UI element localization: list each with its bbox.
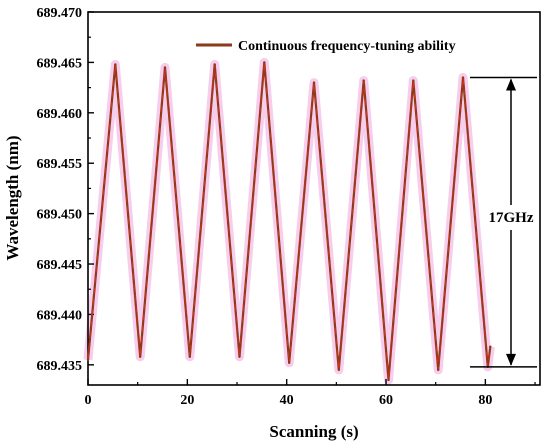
series-halo [83,57,495,385]
y-tick-label: 689.445 [37,258,83,273]
data-point [188,355,192,358]
data-point [114,63,117,66]
data-point [436,368,440,372]
series-halo-line [83,57,495,385]
data-point [287,361,291,365]
x-tick-label: 80 [478,393,492,408]
y-tick-label: 689.470 [37,6,83,21]
annotation: 17GHz [470,76,537,368]
data-point [387,378,390,382]
y-tick-label: 689.465 [37,56,83,71]
ticks: 0 20 40 60 80 689.435 689.440 689.445 689.450 689… [37,6,536,408]
data-point [263,61,266,64]
x-tick-label: 20 [180,393,194,408]
y-tick-label: 689.450 [37,208,83,223]
x-axis-title: Scanning (s) [269,422,358,441]
legend-label: Continuous frequency-tuning ability [238,39,456,54]
y-tick-label: 689.440 [37,308,83,323]
arrow-up-icon [506,78,516,91]
y-axis-title: Wavelength (nm) [3,135,22,260]
annotation-label: 17GHz [489,210,534,226]
data-point [138,355,142,358]
data-point [312,81,316,84]
data-point [461,76,465,79]
series-line [86,62,492,381]
y-tick-label: 689.460 [37,107,83,122]
data-point [489,345,492,348]
data-point [213,63,216,66]
arrow-down-icon [506,353,516,366]
data-point [238,355,241,358]
x-tick-label: 60 [379,393,393,408]
data-point [337,368,341,372]
x-tick-label: 40 [280,393,294,408]
y-tick-label: 689.435 [37,359,83,374]
plot-frame [87,11,541,386]
y-tick-label: 689.455 [37,157,83,172]
data-point [163,66,167,69]
legend: Continuous frequency-tuning ability [196,39,456,54]
data-point [86,358,90,361]
data-point [412,79,415,82]
data-point [362,79,365,82]
x-tick-label: 0 [85,393,92,408]
